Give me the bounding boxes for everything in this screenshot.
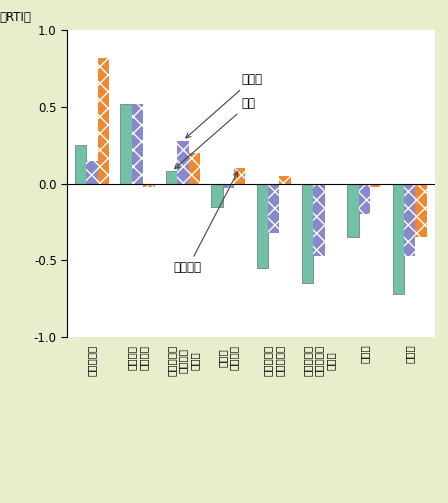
Bar: [132, 104, 143, 184]
Bar: [257, 184, 268, 268]
Bar: [211, 184, 223, 207]
Bar: [313, 184, 325, 256]
Bar: [370, 184, 381, 187]
Bar: [347, 184, 358, 237]
Bar: [392, 184, 404, 294]
Bar: [166, 172, 177, 184]
Bar: [415, 184, 426, 237]
Bar: [279, 176, 291, 184]
Bar: [75, 145, 86, 184]
Bar: [121, 104, 132, 184]
Text: アメリカ: アメリカ: [174, 172, 238, 275]
Bar: [86, 160, 98, 184]
Text: 日本: 日本: [175, 97, 256, 169]
Bar: [302, 184, 313, 283]
Bar: [223, 184, 234, 188]
Bar: [98, 58, 109, 184]
Bar: [143, 184, 155, 187]
Bar: [189, 153, 200, 184]
Bar: [234, 169, 245, 184]
Bar: [404, 184, 415, 256]
Y-axis label: （RTI）: （RTI）: [0, 11, 32, 24]
Bar: [177, 141, 189, 184]
Bar: [268, 184, 279, 233]
Text: ドイツ: ドイツ: [186, 73, 263, 138]
Bar: [358, 184, 370, 214]
